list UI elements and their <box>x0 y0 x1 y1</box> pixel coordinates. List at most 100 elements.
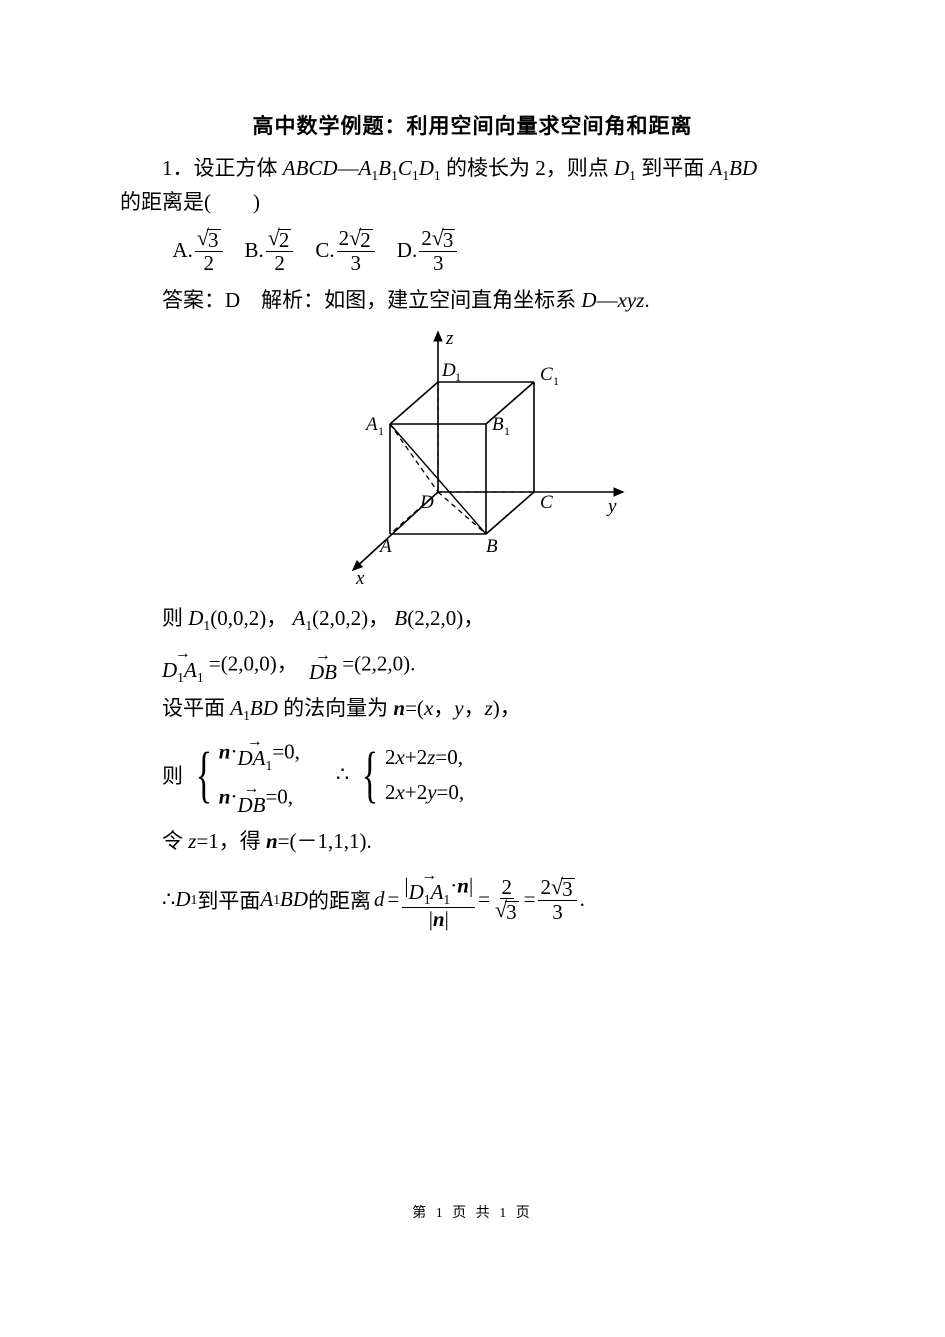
s-d: D <box>237 746 252 770</box>
lbl-A1s: 1 <box>378 424 384 438</box>
va: A <box>184 658 197 682</box>
question-1: 1．设正方体 ABCD—A1B1C1D1 的棱长为 2，则点 D1 到平面 A1… <box>120 152 825 186</box>
axis-z-label: z <box>445 328 454 349</box>
abs4: | <box>445 907 449 931</box>
math-bd: BD <box>729 156 757 180</box>
sub-1: 1 <box>434 168 441 183</box>
num-2: 2 <box>339 226 350 250</box>
c2b: 2 <box>417 780 428 804</box>
vb: B <box>324 660 337 684</box>
f-d1: D <box>175 887 190 912</box>
math-d: D <box>614 156 629 180</box>
pt-b: B <box>394 606 407 630</box>
c2: 2 <box>385 780 396 804</box>
vec-db: → DB <box>309 649 337 682</box>
sys-left: n·→DA1=0, n·→DB=0, <box>219 735 300 816</box>
answer-line: 答案：D 解析：如图，建立空间直角坐标系 D—xyz. <box>120 284 825 317</box>
lbl-B1: B <box>492 414 504 435</box>
num-2d: 2 <box>421 226 432 250</box>
dist-mid: 的距离 <box>308 885 371 915</box>
vec-d1a1: → D1A1 <box>162 647 204 685</box>
axis-y-label: y <box>606 496 617 517</box>
q1-mid: 的棱长为 2，则点 <box>446 156 609 180</box>
f-bd: BD <box>280 887 308 912</box>
s-a: A <box>253 746 266 770</box>
plane-bd: BD <box>250 696 278 720</box>
pt-d1: D <box>188 606 203 630</box>
num2: 2 <box>500 876 515 899</box>
dist-frac2: 2 √3 <box>493 876 521 923</box>
sys-then: 则 <box>162 760 183 790</box>
math-b1: B <box>378 156 391 180</box>
den3f: 3 <box>550 901 565 923</box>
comma2: ， <box>464 696 485 720</box>
math-a1: A <box>359 156 372 180</box>
lbl-A: A <box>378 536 392 557</box>
c2e: =0, <box>437 780 465 804</box>
eq02: =0, <box>265 784 293 808</box>
lbl-D1: D <box>441 360 456 381</box>
lbl-C1: C <box>540 364 553 385</box>
plane-a1: A <box>230 696 243 720</box>
c2p: + <box>405 780 417 804</box>
sys-right: 2x+2z=0, 2x+2y=0, <box>385 745 464 805</box>
frac-a: √3 2 <box>195 227 223 274</box>
dist-frac3: 2√3 3 <box>538 876 576 923</box>
frac-b: √2 2 <box>266 227 294 274</box>
final-line: ∴ D1 到平面 A1BD 的距离 d = |→D1A1·n| |n| = 2 … <box>162 869 825 930</box>
q1-text: 1．设正方体 <box>162 156 278 180</box>
option-b: B. √2 2 <box>245 227 294 274</box>
therefore: ∴ <box>336 762 349 787</box>
lbl-C1s: 1 <box>553 374 559 388</box>
frac-c: 2√2 3 <box>337 227 375 274</box>
lbl-B: B <box>486 536 498 557</box>
math-c1: C <box>398 156 412 180</box>
lbl-D1s: 1 <box>455 370 461 384</box>
question-1-end: 的距离是( ) <box>120 186 825 219</box>
frac-d: 2√3 3 <box>419 227 457 274</box>
vec-eq2: =(2,2,0). <box>342 651 415 675</box>
option-a: A. √3 2 <box>173 227 223 274</box>
vec-eq1: =(2,0,0)， <box>209 651 298 675</box>
nv-d: D <box>409 880 424 904</box>
page-footer: 第 1 页 共 1 页 <box>0 1202 945 1222</box>
vsub2: 1 <box>197 670 204 685</box>
q1-mid2: 到平面 <box>641 156 704 180</box>
lbl-C: C <box>540 492 553 513</box>
den-2: 2 <box>201 252 216 274</box>
option-d: D. 2√3 3 <box>397 227 458 274</box>
den-3d: 3 <box>431 252 446 274</box>
axis-x-label: x <box>355 568 365 587</box>
opt-c-label: C. <box>315 238 334 263</box>
eq1: = <box>388 887 400 912</box>
opt-a-label: A. <box>173 238 193 263</box>
y-var: y <box>454 696 463 720</box>
z-var: z <box>485 696 493 720</box>
sub: 1 <box>243 709 250 724</box>
n-res: =(－1,1,1). <box>278 829 372 853</box>
close: )， <box>493 696 521 720</box>
pt-a1: A <box>293 606 306 630</box>
eq3: = <box>524 887 536 912</box>
nv-a: A <box>431 880 444 904</box>
coord-xyz: xyz <box>618 288 645 312</box>
period: . <box>644 288 649 312</box>
c2y: y <box>427 780 436 804</box>
option-c: C. 2√2 3 <box>315 227 374 274</box>
sub-1: 1 <box>629 168 636 183</box>
den-3: 3 <box>348 252 363 274</box>
c1e: =0, <box>435 745 463 769</box>
coords-a1: (2,0,2)， <box>312 606 389 630</box>
rad3f: 3 <box>505 901 519 923</box>
lbl-D: D <box>419 492 434 513</box>
ans-label: 答案：D 解析： <box>162 288 324 312</box>
n-eq: =( <box>405 696 424 720</box>
coords-d1: (0,0,2)， <box>210 606 287 630</box>
zeq1: =1，得 <box>196 829 260 853</box>
coords-b: (2,2,0)， <box>407 606 484 630</box>
eq2: = <box>478 887 490 912</box>
cube-svg: z x y A B C D A 1 B 1 C 1 D 1 <box>308 322 638 587</box>
rad-2: 2 <box>278 229 292 251</box>
vd2: D <box>309 660 324 684</box>
opt-d-label: D. <box>397 238 417 263</box>
